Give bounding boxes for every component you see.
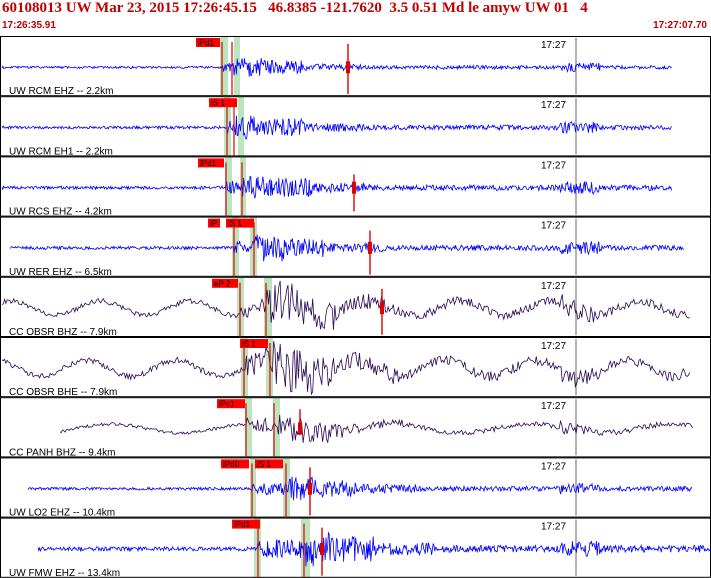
waveform xyxy=(1,175,672,199)
pick-label: iS 1 xyxy=(242,340,256,349)
coda-marker-box xyxy=(368,241,372,254)
trace-row[interactable]: iPd0 iS 1 17:27 UW LO2 EHZ -- 10.4km xyxy=(0,457,711,519)
pick-label-box[interactable] xyxy=(221,459,249,469)
pick-label: iPc1 xyxy=(219,400,235,409)
trace-row[interactable]: iS 1 17:27 UW RCM EH1 -- 2.2km xyxy=(0,96,711,157)
pick-label-box[interactable] xyxy=(208,218,220,228)
coda-marker-box xyxy=(346,61,350,74)
coda-marker-box xyxy=(320,542,324,555)
minute-label: 17:27 xyxy=(541,160,566,171)
pick-label-box[interactable] xyxy=(196,38,220,47)
station-label: UW RER EHZ -- 6.5km xyxy=(9,267,112,278)
station-label: UW FMW EHZ -- 13.4km xyxy=(9,568,120,578)
minute-label: 17:27 xyxy=(541,461,566,472)
coda-marker-box xyxy=(308,482,312,495)
pick-window xyxy=(264,276,272,337)
waveform xyxy=(1,58,672,77)
coda-marker-box xyxy=(352,181,356,194)
waveform xyxy=(27,476,693,501)
pick-label: iS 1 xyxy=(211,99,225,108)
window-start-time: 17:26:35.91 xyxy=(2,20,56,31)
waveform xyxy=(37,531,711,567)
waveform xyxy=(59,414,694,443)
pick-window xyxy=(273,397,280,458)
station-label: UW RCM EHZ -- 2.2km xyxy=(9,86,113,97)
seismogram-panel[interactable]: iPd1 17:27 UW RCM EHZ -- 2.2km iS 1 17:27 UW … xyxy=(0,36,711,578)
pick-window xyxy=(245,397,252,458)
trace-row[interactable]: eP 2 17:27 CC OBSR BHZ -- 7.9km xyxy=(0,276,711,338)
trace-row[interactable]: iS 1 17:27 CC OBSR BHE -- 7.9km xyxy=(0,337,711,398)
minute-label: 17:27 xyxy=(541,100,566,111)
waveform xyxy=(1,115,672,141)
trace-row[interactable]: iPd1 17:27 UW FMW EHZ -- 13.4km xyxy=(0,517,711,578)
trace-row[interactable]: iPc1 17:27 CC PANH BHZ -- 9.4km xyxy=(0,397,711,458)
seismogram-svg[interactable]: iPd1 17:27 UW RCM EHZ -- 2.2km iS 1 17:27 UW … xyxy=(0,36,711,578)
trace-row[interactable]: iPd1 17:27 UW RCS EHZ -- 4.2km xyxy=(0,156,711,218)
minute-label: 17:27 xyxy=(541,281,566,292)
pick-label: iS 1 xyxy=(257,460,271,469)
pick-window xyxy=(220,36,228,97)
pick-window xyxy=(225,156,232,217)
waveform xyxy=(1,341,691,396)
minute-label: 17:27 xyxy=(541,522,566,533)
minute-label: 17:27 xyxy=(541,221,566,232)
minute-label: 17:27 xyxy=(541,40,566,51)
event-title: 60108013 UW Mar 23, 2015 17:26:45.15 46.… xyxy=(2,0,588,16)
trace-row[interactable]: iPd1 17:27 UW RCM EHZ -- 2.2km xyxy=(0,36,711,97)
pick-label-box[interactable] xyxy=(226,218,254,228)
pick-label-box[interactable] xyxy=(209,98,237,108)
minute-label: 17:27 xyxy=(541,401,566,412)
minute-label: 17:27 xyxy=(541,341,566,352)
coda-marker-box xyxy=(380,302,384,315)
pick-label: iP xyxy=(210,219,217,228)
station-label: CC OBSR BHZ -- 7.9km xyxy=(9,327,117,338)
station-label: UW LO2 EHZ -- 10.4km xyxy=(9,508,115,519)
pick-label: iS 1 xyxy=(228,219,242,228)
pick-label-box[interactable] xyxy=(232,519,260,529)
station-label: CC OBSR BHE -- 7.9km xyxy=(9,387,117,398)
pick-label-box[interactable] xyxy=(240,339,268,348)
event-header: 60108013 UW Mar 23, 2015 17:26:45.15 46.… xyxy=(0,0,711,36)
pick-label: iPd1 xyxy=(198,39,215,48)
pick-label-box[interactable] xyxy=(255,459,283,469)
pick-label: iPd0 xyxy=(223,460,240,469)
waveform xyxy=(1,280,690,330)
trace-row[interactable]: iP iS 1 17:27 UW RER EHZ -- 6.5km xyxy=(0,216,711,278)
pick-label-box[interactable] xyxy=(212,278,238,288)
station-label: UW RCM EH1 -- 2.2km xyxy=(9,146,113,157)
waveform xyxy=(9,234,684,262)
pick-label: iPd1 xyxy=(234,520,251,529)
station-label: UW RCS EHZ -- 4.2km xyxy=(9,207,112,218)
pick-label-box[interactable] xyxy=(217,399,245,409)
pick-label-box[interactable] xyxy=(198,158,224,168)
pick-label: iPd1 xyxy=(200,159,217,168)
station-label: CC PANH BHZ -- 9.4km xyxy=(9,447,116,458)
window-end-time: 17:27:07.70 xyxy=(653,20,707,31)
pick-label: eP 2 xyxy=(214,279,231,288)
coda-marker-box xyxy=(298,422,302,435)
